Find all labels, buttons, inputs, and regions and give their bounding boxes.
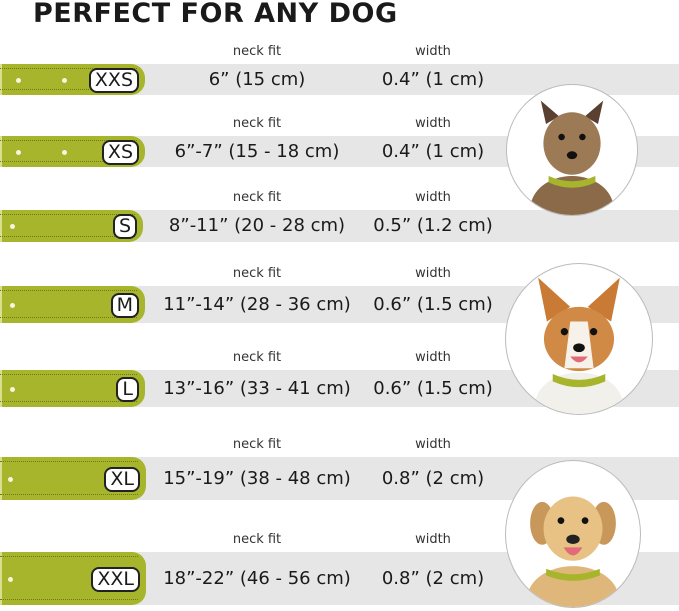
collar-graphic: L (0, 370, 145, 407)
dog-photo-small (506, 84, 638, 216)
collar-graphic: XXS (0, 64, 145, 95)
collar-hole (10, 224, 15, 229)
width-value: 0.5” (1.2 cm) (373, 215, 493, 236)
neck-fit-value: 6”-7” (15 - 18 cm) (174, 140, 340, 162)
page-title: PERFECT FOR ANY DOG (33, 0, 398, 29)
size-badge: XXS (88, 67, 139, 93)
labrador-icon (527, 496, 619, 607)
neck-fit-value: 11”-14” (28 - 36 cm) (163, 293, 351, 315)
width-value: 0.8” (2 cm) (381, 567, 485, 589)
collar-hole (10, 302, 15, 308)
collar-hole (62, 149, 67, 155)
width-label: width (415, 266, 451, 281)
collar-graphic: XS (0, 136, 145, 167)
collar-hole (62, 77, 67, 83)
size-badge: S (112, 214, 137, 239)
size-badge: XS (101, 139, 139, 165)
neck-fit-value: 13”-16” (33 - 41 cm) (163, 377, 351, 399)
neck-fit-value: 18”-22” (46 - 56 cm) (163, 567, 351, 589)
size-badge: L (116, 376, 139, 402)
collar-graphic: S (0, 210, 143, 242)
collar-hole (8, 576, 13, 582)
neck-fit-label: neck fit (232, 532, 282, 547)
neck-fit-label: neck fit (232, 266, 282, 281)
width-label: width (415, 116, 451, 131)
neck-fit-label: neck fit (232, 116, 282, 131)
collar-hole (16, 149, 21, 155)
collar-hole (10, 386, 15, 392)
collar-hole (8, 476, 13, 482)
width-label: width (415, 532, 451, 547)
neck-fit-label: neck fit (232, 350, 282, 365)
width-label: width (415, 350, 451, 365)
width-value: 0.4” (1 cm) (381, 140, 485, 162)
dog-photo-medium (505, 263, 653, 415)
width-value: 0.4” (1 cm) (381, 68, 485, 90)
neck-fit-value: 8”-11” (20 - 28 cm) (168, 215, 346, 236)
collar-hole (16, 77, 21, 83)
collar-graphic: XXL (0, 552, 146, 605)
size-badge: XXL (91, 566, 140, 592)
size-badge: XL (104, 466, 140, 492)
neck-fit-label: neck fit (232, 190, 282, 205)
width-label: width (415, 190, 451, 205)
width-label: width (415, 44, 451, 59)
terrier-icon (530, 100, 614, 215)
width-value: 0.8” (2 cm) (381, 467, 485, 489)
width-label: width (415, 437, 451, 452)
neck-fit-value: 15”-19” (38 - 48 cm) (163, 467, 351, 489)
neck-fit-label: neck fit (232, 437, 282, 452)
corgi-icon (535, 277, 623, 414)
collar-graphic: XL (0, 457, 146, 500)
dog-photo-large (505, 460, 641, 608)
neck-fit-label: neck fit (232, 44, 282, 59)
collar-graphic: M (0, 286, 145, 323)
width-value: 0.6” (1.5 cm) (373, 377, 493, 399)
neck-fit-value: 6” (15 cm) (208, 68, 306, 90)
size-badge: M (110, 292, 139, 318)
width-value: 0.6” (1.5 cm) (373, 293, 493, 315)
